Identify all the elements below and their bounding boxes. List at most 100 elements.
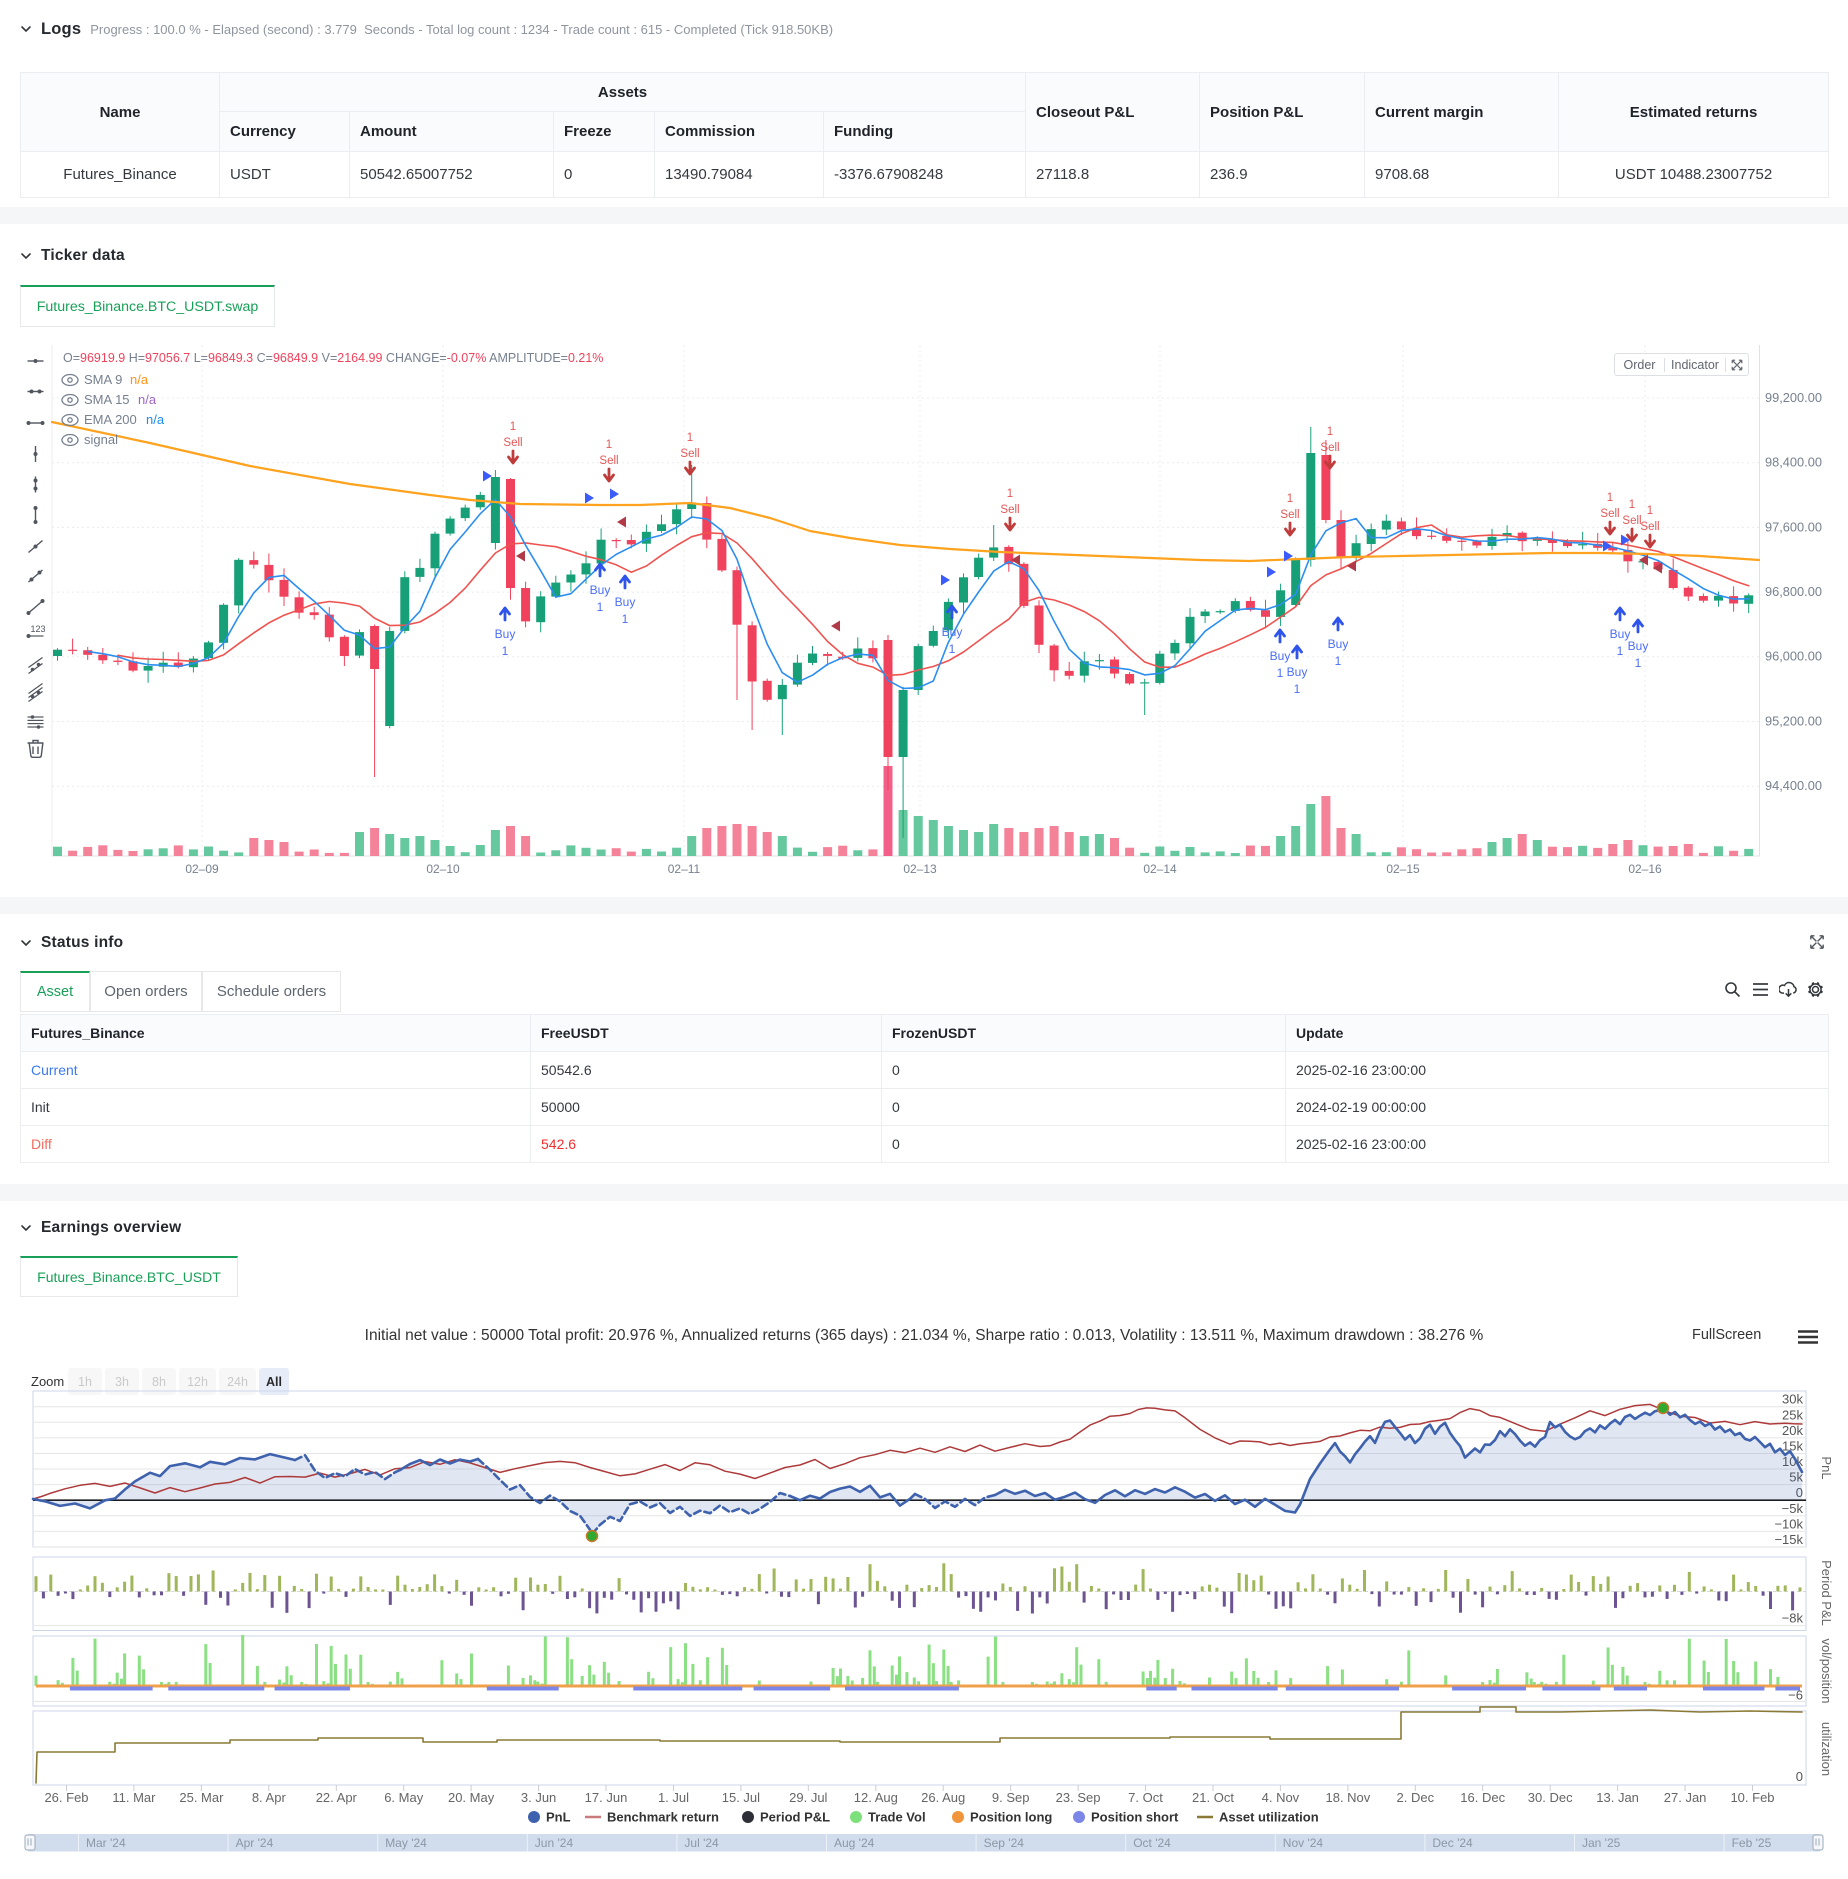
svg-text:Sell: Sell [503,437,522,449]
svg-text:Benchmark return: Benchmark return [607,1810,719,1825]
svg-text:1: 1 [597,600,604,614]
svg-text:SMA 9: SMA 9 [84,372,122,387]
svg-text:1: 1 [1327,426,1333,438]
svg-text:Period P&L: Period P&L [1819,1560,1834,1626]
svg-text:02–10: 02–10 [426,862,460,876]
svg-text:Position long: Position long [970,1810,1052,1825]
svg-text:Period P&L: Period P&L [760,1810,830,1825]
svg-text:10. Feb: 10. Feb [1730,1790,1774,1805]
svg-text:1: 1 [1277,666,1284,680]
svg-text:23. Sep: 23. Sep [1056,1790,1101,1805]
svg-text:123: 123 [31,624,46,634]
svg-text:Mar '24: Mar '24 [86,1836,126,1850]
svg-text:n/a: n/a [146,412,165,427]
svg-text:1: 1 [687,432,693,444]
svg-text:Sell: Sell [1600,508,1619,520]
svg-text:n/a: n/a [130,372,149,387]
svg-text:1: 1 [1629,499,1635,511]
svg-text:8. Apr: 8. Apr [252,1790,287,1805]
svg-text:Apr '24: Apr '24 [236,1836,274,1850]
svg-text:3. Jun: 3. Jun [521,1790,556,1805]
svg-text:Oct '24: Oct '24 [1133,1836,1171,1850]
svg-text:Asset utilization: Asset utilization [1219,1810,1319,1825]
svg-text:9. Sep: 9. Sep [992,1790,1030,1805]
svg-text:15. Jul: 15. Jul [722,1790,760,1805]
svg-text:5k: 5k [1789,1470,1803,1485]
svg-text:Sell: Sell [599,455,618,467]
svg-text:Sell: Sell [1280,509,1299,521]
svg-text:SMA 15: SMA 15 [84,392,130,407]
svg-text:EMA 200: EMA 200 [84,412,137,427]
svg-text:Sell: Sell [1622,515,1641,527]
svg-text:26. Feb: 26. Feb [44,1790,88,1805]
svg-text:21. Oct: 21. Oct [1192,1790,1234,1805]
svg-text:15k: 15k [1782,1439,1803,1454]
svg-text:20k: 20k [1782,1423,1803,1438]
svg-text:26. Aug: 26. Aug [921,1790,965,1805]
svg-text:May '24: May '24 [385,1836,427,1850]
svg-text:99,200.00: 99,200.00 [1765,390,1822,405]
svg-text:Buy: Buy [615,595,636,609]
svg-text:1: 1 [1635,656,1642,670]
svg-text:7. Oct: 7. Oct [1128,1790,1163,1805]
svg-text:20. May: 20. May [448,1790,495,1805]
svg-text:13. Jan: 13. Jan [1596,1790,1639,1805]
svg-text:02–09: 02–09 [185,862,219,876]
svg-text:02–11: 02–11 [668,862,701,876]
svg-text:96,800.00: 96,800.00 [1765,584,1822,599]
svg-text:Sep '24: Sep '24 [984,1836,1025,1850]
svg-text:Sell: Sell [1320,442,1339,454]
svg-text:02–16: 02–16 [1628,862,1662,876]
svg-text:29. Jul: 29. Jul [789,1790,827,1805]
svg-text:utilization: utilization [1819,1722,1834,1776]
svg-text:Sell: Sell [680,448,699,460]
svg-text:O=96919.9 H=97056.7 L=96849.3: O=96919.9 H=97056.7 L=96849.3 C=96849.9 … [63,351,603,365]
svg-text:25. Mar: 25. Mar [179,1790,224,1805]
svg-text:6. May: 6. May [384,1790,424,1805]
svg-text:96,000.00: 96,000.00 [1765,649,1822,664]
svg-text:Sell: Sell [1000,504,1019,516]
svg-text:1: 1 [1294,682,1301,696]
svg-text:1: 1 [949,642,956,656]
svg-text:16. Dec: 16. Dec [1460,1790,1505,1805]
svg-text:Buy: Buy [1270,649,1291,663]
svg-text:Jul '24: Jul '24 [684,1836,719,1850]
svg-text:Position short: Position short [1091,1810,1179,1825]
svg-text:30. Dec: 30. Dec [1528,1790,1573,1805]
svg-text:Buy: Buy [1328,637,1349,651]
svg-text:1: 1 [502,644,509,658]
svg-text:Buy: Buy [1287,665,1308,679]
svg-text:30k: 30k [1782,1392,1803,1407]
svg-text:22. Apr: 22. Apr [316,1790,358,1805]
svg-text:PnL: PnL [546,1810,571,1825]
svg-text:0: 0 [1796,1769,1803,1784]
svg-text:Buy: Buy [495,627,516,641]
svg-text:Buy: Buy [590,583,611,597]
svg-text:1: 1 [1287,493,1293,505]
svg-text:1: 1 [510,421,516,433]
svg-text:1: 1 [1607,492,1613,504]
svg-text:Feb '25: Feb '25 [1732,1836,1772,1850]
svg-text:02–14: 02–14 [1143,862,1177,876]
svg-text:−6: −6 [1788,1688,1803,1703]
svg-text:signal: signal [84,432,118,447]
svg-text:Nov '24: Nov '24 [1283,1836,1324,1850]
svg-text:97,600.00: 97,600.00 [1765,519,1822,534]
svg-text:PnL: PnL [1819,1456,1834,1479]
svg-text:Aug '24: Aug '24 [834,1836,875,1850]
svg-text:27. Jan: 27. Jan [1664,1790,1707,1805]
svg-text:Trade Vol: Trade Vol [868,1810,926,1825]
svg-text:95,200.00: 95,200.00 [1765,713,1822,728]
svg-text:0: 0 [1796,1485,1803,1500]
svg-text:02–13: 02–13 [903,862,937,876]
svg-text:12. Aug: 12. Aug [854,1790,898,1805]
svg-text:vol/position: vol/position [1819,1638,1834,1703]
svg-text:02–15: 02–15 [1386,862,1420,876]
svg-text:Sell: Sell [1640,521,1659,533]
svg-text:98,400.00: 98,400.00 [1765,455,1822,470]
svg-text:Buy: Buy [942,625,963,639]
svg-text:Jan '25: Jan '25 [1582,1836,1621,1850]
svg-text:94,400.00: 94,400.00 [1765,778,1822,793]
svg-text:2. Dec: 2. Dec [1397,1790,1435,1805]
svg-text:18. Nov: 18. Nov [1325,1790,1370,1805]
